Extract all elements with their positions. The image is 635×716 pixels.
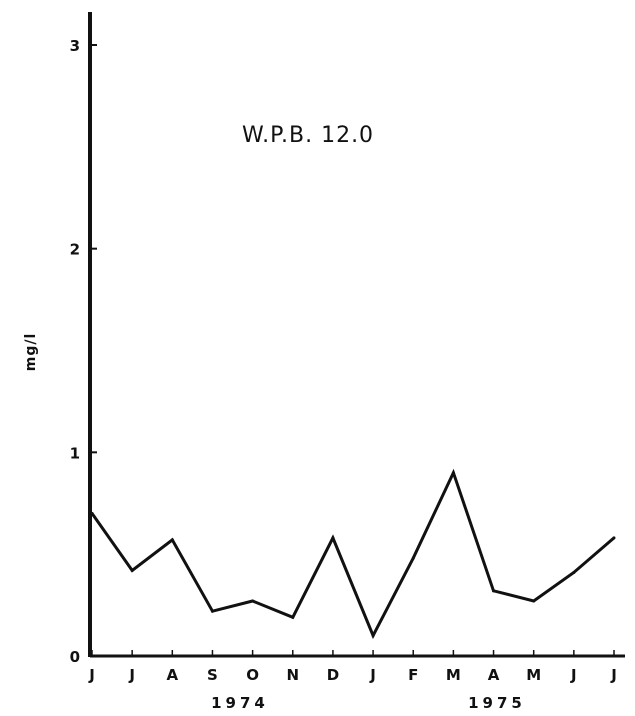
y-tick-label: 0 [70, 648, 80, 666]
data-point [612, 536, 616, 540]
data-point [532, 599, 536, 603]
data-point [371, 634, 375, 638]
x-tick-label: J [88, 666, 95, 684]
x-tick-label: J [610, 666, 617, 684]
x-tick-label: A [167, 666, 179, 684]
y-axis-label: mg/l [23, 333, 39, 372]
x-tick-label: N [286, 666, 299, 684]
x-tick-label: J [128, 666, 135, 684]
y-tick-label: 3 [70, 37, 80, 55]
x-tick-label: M [526, 666, 541, 684]
year-label: 1975 [468, 694, 526, 712]
data-point [291, 615, 295, 619]
chart-title: W.P.B. 12.0 [242, 123, 374, 148]
x-tick-label: J [570, 666, 577, 684]
axes [88, 12, 625, 658]
data-point [451, 471, 455, 475]
x-tick-label: M [446, 666, 461, 684]
data-point [90, 511, 94, 515]
x-tick-label: D [327, 666, 339, 684]
data-point [170, 538, 174, 542]
y-tick-label: 1 [70, 444, 80, 462]
year-label: 1974 [211, 694, 269, 712]
data-point [130, 568, 134, 572]
data-point [492, 589, 496, 593]
series-line [90, 468, 615, 640]
data-point [331, 536, 335, 540]
x-tick-label: O [246, 666, 259, 684]
x-tick-label: F [408, 666, 418, 684]
data-point [411, 556, 415, 560]
data-point [210, 609, 214, 613]
x-tick-label: S [207, 666, 218, 684]
x-tick-label: A [488, 666, 500, 684]
x-tick-label: J [369, 666, 376, 684]
year-labels: 1974 1975 [211, 694, 526, 712]
data-point [572, 570, 576, 574]
y-ticks: 0 1 2 3 [70, 37, 97, 666]
y-tick-label: 2 [70, 241, 80, 259]
series-group [90, 468, 616, 640]
data-point [251, 599, 255, 603]
